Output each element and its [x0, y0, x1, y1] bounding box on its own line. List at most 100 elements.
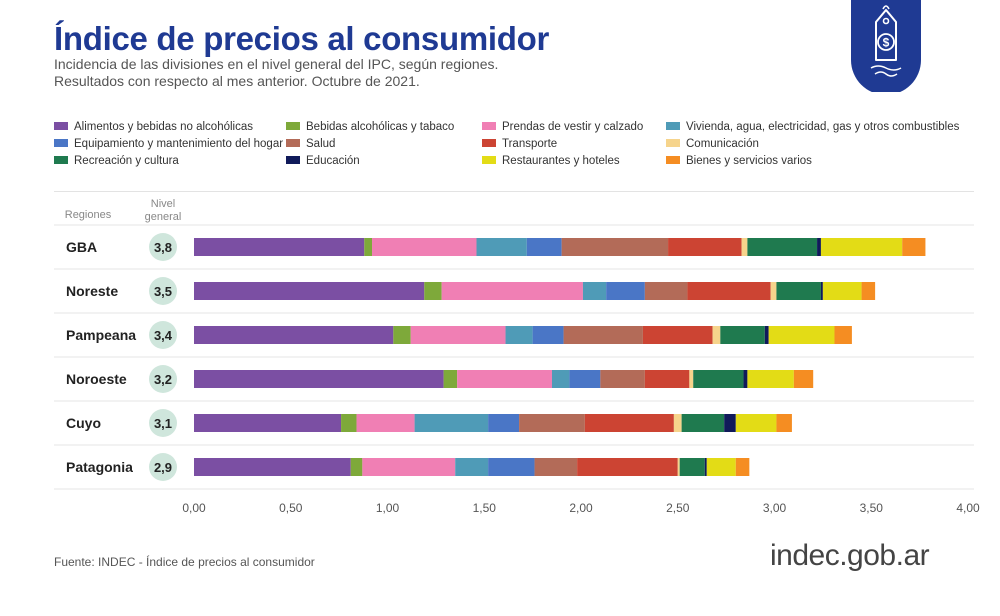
- legend-label: Prendas de vestir y calzado: [502, 121, 644, 133]
- x-tick-label: 4,00: [956, 501, 980, 515]
- bar-segment: [194, 326, 394, 344]
- bar-segment: [526, 238, 562, 256]
- bar-segment: [457, 370, 552, 388]
- subtitle-line-1: Incidencia de las divisiones en el nivel…: [54, 56, 499, 72]
- legend-item: Bebidas alcohólicas y tabaco: [286, 121, 454, 133]
- bar-segment: [735, 414, 777, 432]
- bar-segment: [776, 282, 821, 300]
- bar-segment: [443, 370, 458, 388]
- bar-segment: [817, 238, 821, 256]
- legend-item: Salud: [286, 138, 335, 150]
- bar-segment: [606, 282, 645, 300]
- header-divider: [54, 191, 974, 192]
- bar-segment: [600, 370, 645, 388]
- subtitle-line-2: Resultados con respecto al mes anterior.…: [54, 73, 420, 89]
- bar-segment: [689, 370, 694, 388]
- bar-segment: [776, 414, 792, 432]
- nivel-general-value: 3,8: [154, 240, 172, 255]
- x-tick-label: 1,50: [473, 501, 497, 515]
- source-note: Fuente: INDEC - Índice de precios al con…: [54, 555, 315, 569]
- svg-text:$: $: [883, 36, 890, 50]
- x-tick-label: 3,50: [860, 501, 884, 515]
- bar-segment: [644, 282, 688, 300]
- bar-segment: [372, 238, 477, 256]
- price-tag-dollar-icon: $: [851, 0, 921, 92]
- bar-segment: [687, 282, 771, 300]
- bar-segment: [410, 326, 506, 344]
- x-tick-label: 2,50: [666, 501, 690, 515]
- legend-item: Restaurantes y hoteles: [482, 155, 620, 167]
- nivel-general-circle: [149, 409, 177, 437]
- x-tick-label: 1,00: [376, 501, 400, 515]
- bar-segment: [644, 370, 690, 388]
- region-label: Patagonia: [66, 459, 133, 475]
- legend-swatch: [286, 121, 300, 130]
- nivel-general-value: 2,9: [154, 460, 172, 475]
- bar-segment: [194, 414, 342, 432]
- bar-segment: [194, 238, 365, 256]
- bar-segment: [488, 414, 520, 432]
- legend-swatch: [54, 138, 68, 147]
- x-tick-label: 0,00: [182, 501, 206, 515]
- bar-segment: [747, 370, 794, 388]
- legend-item: Prendas de vestir y calzado: [482, 121, 643, 133]
- bar-segment: [861, 282, 876, 300]
- bar-segment: [735, 458, 750, 476]
- legend-label: Comunicación: [686, 138, 759, 150]
- bar-segment: [194, 282, 425, 300]
- nivel-general-circle: [149, 233, 177, 261]
- bar-segment: [505, 326, 533, 344]
- region-label: GBA: [66, 239, 97, 255]
- nivel-general-circle: [149, 365, 177, 393]
- bar-segment: [681, 414, 725, 432]
- regions-column-header: Regiones: [64, 209, 112, 221]
- legend-label: Equipamiento y mantenimiento del hogar: [74, 138, 284, 150]
- legend-item: Educación: [286, 155, 360, 167]
- legend-swatch: [286, 155, 300, 164]
- bar-segment: [764, 326, 769, 344]
- legend-swatch: [666, 121, 680, 130]
- nivel-general-value: 3,1: [154, 416, 172, 431]
- bar-segment: [563, 326, 643, 344]
- bar-segment: [519, 414, 585, 432]
- nivel-general-value: 3,5: [154, 284, 172, 299]
- legend-item: Bienes y servicios varios: [666, 155, 812, 167]
- bar-segment: [743, 370, 748, 388]
- bar-segment: [356, 414, 415, 432]
- legend-item: Vivienda, agua, electricidad, gas y otro…: [666, 121, 959, 133]
- bar-segment: [577, 458, 678, 476]
- bar-segment: [341, 414, 357, 432]
- bar-segment: [362, 458, 456, 476]
- nivel-general-column-header: Nivel general: [144, 198, 182, 223]
- bar-segment: [768, 326, 835, 344]
- legend-swatch: [54, 121, 68, 130]
- subtitle: Incidencia de las divisiones en el nivel…: [54, 56, 674, 90]
- legend-swatch: [482, 138, 496, 147]
- bar-segment: [551, 370, 570, 388]
- nivel-general-circle: [149, 321, 177, 349]
- bar-segment: [820, 282, 823, 300]
- bar-segment: [561, 238, 669, 256]
- bar-segment: [455, 458, 489, 476]
- bar-segment: [393, 326, 411, 344]
- x-tick-label: 0,50: [279, 501, 303, 515]
- region-label: Noreste: [66, 283, 118, 299]
- bar-segment: [582, 282, 607, 300]
- legend-label: Bebidas alcohólicas y tabaco: [306, 121, 455, 133]
- page-title: Índice de precios al consumidor: [54, 20, 549, 57]
- legend-swatch: [666, 138, 680, 147]
- legend-swatch: [482, 121, 496, 130]
- bar-segment: [488, 458, 535, 476]
- legend-swatch: [666, 155, 680, 164]
- bar-segment: [704, 458, 707, 476]
- bar-segment: [720, 326, 765, 344]
- legend-item: Equipamiento y mantenimiento del hogar: [54, 138, 283, 150]
- bar-segment: [414, 414, 489, 432]
- bar-segment: [534, 458, 578, 476]
- legend-label: Vivienda, agua, electricidad, gas y otro…: [686, 121, 960, 133]
- nivel-general-value: 3,4: [154, 328, 173, 343]
- bar-segment: [673, 414, 682, 432]
- legend-item: Transporte: [482, 138, 557, 150]
- bar-segment: [693, 370, 744, 388]
- legend-swatch: [286, 138, 300, 147]
